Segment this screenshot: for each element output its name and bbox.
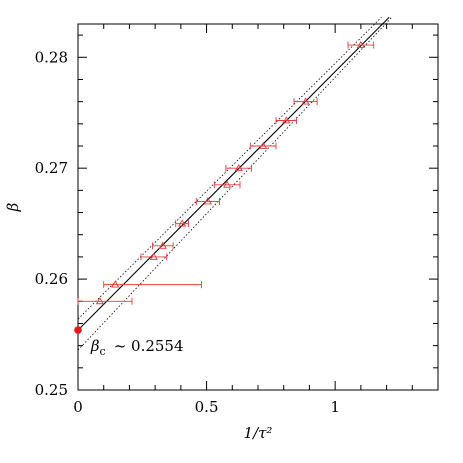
triangle-marker (282, 116, 291, 124)
triangle-marker (158, 241, 167, 249)
x-tick-label: 0.5 (195, 398, 219, 416)
band-lower-line (77, 17, 393, 351)
axis-ticks (77, 24, 439, 391)
data-point (175, 219, 190, 228)
triangle-marker (95, 297, 104, 305)
data-point (213, 180, 241, 189)
y-axis-label: β (4, 202, 22, 212)
data-point (103, 280, 202, 289)
annotation-subscript: c (100, 345, 106, 358)
axis-tick-labels: 0 0.5 1 0.25 0.26 0.27 0.28 (35, 48, 340, 416)
triangle-marker (259, 141, 268, 149)
beta-c-annotation: βc ~ 0.2554 (90, 337, 184, 358)
triangle-marker (178, 219, 187, 227)
triangle-marker (234, 163, 243, 172)
data-point (152, 241, 174, 250)
data-points (77, 40, 375, 305)
data-point (275, 116, 298, 124)
y-tick-label: 0.28 (35, 48, 68, 66)
y-tick-label: 0.27 (35, 159, 68, 177)
data-point (293, 97, 318, 106)
x-axis-label: 1/τ² (244, 424, 273, 442)
annotation-value: ~ 0.2554 (114, 337, 184, 355)
plot-frame (77, 23, 439, 391)
annotation-symbol: β (90, 337, 100, 355)
data-point (195, 197, 220, 205)
triangle-marker (301, 97, 310, 105)
fit-line (77, 16, 390, 331)
y-tick-label: 0.25 (35, 381, 68, 399)
data-point (249, 141, 277, 150)
extrapolated-point (74, 326, 82, 334)
triangle-marker (223, 180, 232, 188)
triangle-marker (149, 252, 158, 260)
x-tick-label: 0 (73, 398, 83, 416)
data-point (225, 163, 253, 172)
x-tick-label: 1 (330, 398, 340, 416)
data-point (347, 40, 375, 49)
fit-line-group (77, 16, 390, 331)
data-point (140, 252, 168, 261)
data-point (77, 297, 133, 305)
extrapolation-group (74, 326, 82, 334)
y-tick-label: 0.26 (35, 270, 68, 288)
triangle-marker (111, 280, 120, 288)
triangle-marker (356, 40, 365, 48)
triangle-marker (203, 197, 212, 205)
confidence-band (77, 17, 393, 351)
